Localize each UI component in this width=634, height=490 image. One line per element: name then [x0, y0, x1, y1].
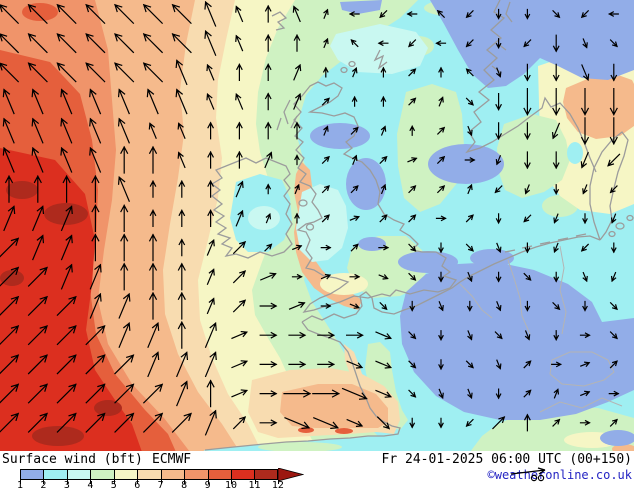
hebrides	[276, 99, 298, 131]
scale-tick-mark	[231, 480, 233, 484]
border-belgium	[459, 283, 493, 319]
coast-continent-north	[301, 235, 601, 323]
scale-tick-label: 5	[110, 480, 117, 490]
coast-britain	[293, 81, 458, 313]
channel-blue-1	[398, 251, 458, 273]
topedge-blue-streak	[340, 0, 382, 14]
scale-box-9	[207, 469, 231, 480]
gust-core-5	[94, 400, 122, 416]
scale-tick-label: 1	[16, 480, 24, 490]
wind-speed-field	[0, 0, 634, 451]
scale-box-1	[20, 469, 44, 480]
coast-norway	[465, 0, 597, 173]
channel-blue-2	[470, 249, 514, 267]
border-germany-west	[507, 259, 531, 335]
arctic-blue	[430, 0, 634, 88]
wind-direction-arrows	[0, 0, 621, 436]
anglesey	[305, 223, 315, 231]
scale-tick-mark	[277, 480, 279, 484]
denmark-isle-3	[608, 230, 616, 238]
coast-denmark	[589, 131, 629, 241]
orkney-2	[348, 60, 356, 68]
northsea-blue	[428, 144, 504, 184]
irishsea-blue-fleck	[358, 237, 386, 251]
france-blue	[400, 262, 634, 420]
scale-tick-mark	[90, 480, 92, 484]
scale-tick-mark	[43, 480, 45, 484]
scale-tick-label: 6	[134, 480, 141, 490]
scale-tick-label: 9	[204, 480, 211, 490]
scandi-orange	[563, 75, 634, 139]
coast-ireland	[210, 157, 293, 259]
scale-tick-label: 7	[157, 480, 164, 490]
scale-tick-mark	[160, 480, 162, 484]
ireland-lightcyan	[248, 206, 280, 230]
border-alps	[539, 397, 623, 413]
scale-box-6	[137, 469, 161, 480]
scale-box-11	[254, 469, 278, 480]
skagerrak-cyan	[567, 142, 583, 164]
shetland-islands	[373, 49, 388, 70]
coastal-orange-strip	[294, 162, 362, 310]
coastlines	[204, 0, 634, 451]
scale-tick-mark	[20, 480, 21, 484]
scale-tick-label: 2	[40, 480, 47, 490]
scale-tick-label: 8	[181, 480, 188, 490]
faroe-islands	[271, 11, 288, 31]
corner-blue-fleck	[600, 430, 634, 446]
gust-core-4	[32, 426, 84, 446]
wind-map	[0, 0, 634, 451]
biscay-fleck-2	[335, 428, 353, 434]
denmark-isle-2	[626, 214, 634, 222]
scale-tick-label: 12	[271, 480, 284, 490]
moray-blue	[310, 123, 370, 149]
spain-green	[258, 442, 342, 451]
gust-core-3	[0, 270, 24, 286]
gust-core-2	[44, 203, 88, 225]
footer-bar: Surface wind (bft) ECMWF Fr 24-01-2025 0…	[0, 451, 634, 490]
scale-tick-label: 11	[248, 480, 261, 490]
england-coast-blue	[346, 158, 386, 210]
denmark-isle-1	[615, 222, 625, 230]
isle-of-man	[298, 199, 308, 207]
orkney-1	[340, 66, 348, 74]
scale-arrow-icon	[278, 468, 304, 481]
scale-tick-label: 10	[225, 480, 238, 490]
valid-datetime: Fr 24-01-2025 06:00 UTC (00+150)	[381, 452, 632, 467]
scale-tick-mark	[113, 480, 115, 484]
model-label: ECMWF	[152, 452, 192, 467]
scale-box-10	[230, 469, 255, 480]
scale-tick-mark	[254, 480, 256, 484]
scale-tick-mark	[207, 480, 209, 484]
scale-box-4	[90, 469, 114, 480]
wind-map-svg	[0, 0, 634, 451]
copyright-link[interactable]: ©weatheronline.co.uk	[487, 468, 633, 482]
gust-core-1	[6, 181, 38, 199]
scale-tick-label: 4	[87, 480, 94, 490]
scale-box-8	[184, 469, 208, 480]
scale-box-2	[43, 469, 67, 480]
scale-box-3	[66, 469, 91, 480]
scale-tick-mark	[66, 480, 68, 484]
scale-tick-mark	[137, 480, 139, 484]
scale-tick-mark	[184, 480, 186, 484]
red-fleck-topleft	[22, 3, 58, 21]
border-switzerland	[549, 351, 615, 387]
scandi-green	[497, 114, 570, 198]
map-title: Surface wind (bft)	[2, 452, 143, 467]
scale-box-7	[160, 469, 185, 480]
bft-color-scale	[20, 469, 278, 480]
border-rhine	[559, 245, 567, 335]
scale-tick-label: 3	[63, 480, 70, 490]
scale-box-5	[113, 469, 138, 480]
